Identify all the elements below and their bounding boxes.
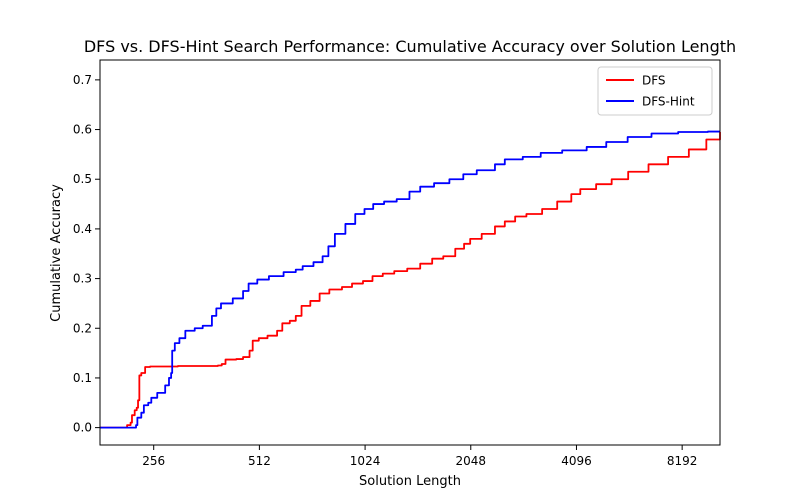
chart-title: DFS vs. DFS-Hint Search Performance: Cum… — [84, 37, 736, 56]
y-tick-label: 0.1 — [73, 371, 92, 385]
y-tick-label: 0.7 — [73, 73, 92, 87]
x-tick-label: 4096 — [561, 454, 592, 468]
plot-frame — [99, 59, 721, 446]
y-tick-label: 0.4 — [73, 222, 92, 236]
y-tick-label: 0.0 — [73, 421, 92, 435]
plot-area — [100, 60, 720, 445]
y-tick-label: 0.6 — [73, 123, 92, 137]
x-axis-label: Solution Length — [359, 474, 461, 489]
y-axis-label: Cumulative Accuracy — [49, 184, 64, 322]
legend-label-dfs: DFS — [642, 74, 666, 88]
x-tick-label: 1024 — [350, 454, 381, 468]
x-tick-label: 256 — [142, 454, 165, 468]
series-line-dfs-hint — [100, 130, 720, 429]
y-tick-label: 0.5 — [73, 172, 92, 186]
x-tick-label: 8192 — [667, 454, 698, 468]
legend: DFS DFS-Hint — [597, 66, 713, 116]
x-tick-label: 2048 — [456, 454, 487, 468]
tick-layer: 256 512 1024 2048 4096 8192 0.0 0.1 0.2 0.3 0.4 0.5… — [73, 73, 698, 468]
y-tick-label: 0.3 — [73, 272, 92, 286]
legend-label-dfs-hint: DFS-Hint — [642, 95, 695, 109]
series-line-dfs — [100, 132, 721, 429]
y-tick-label: 0.2 — [73, 321, 92, 335]
series-layer — [100, 130, 721, 429]
x-tick-label: 512 — [248, 454, 271, 468]
